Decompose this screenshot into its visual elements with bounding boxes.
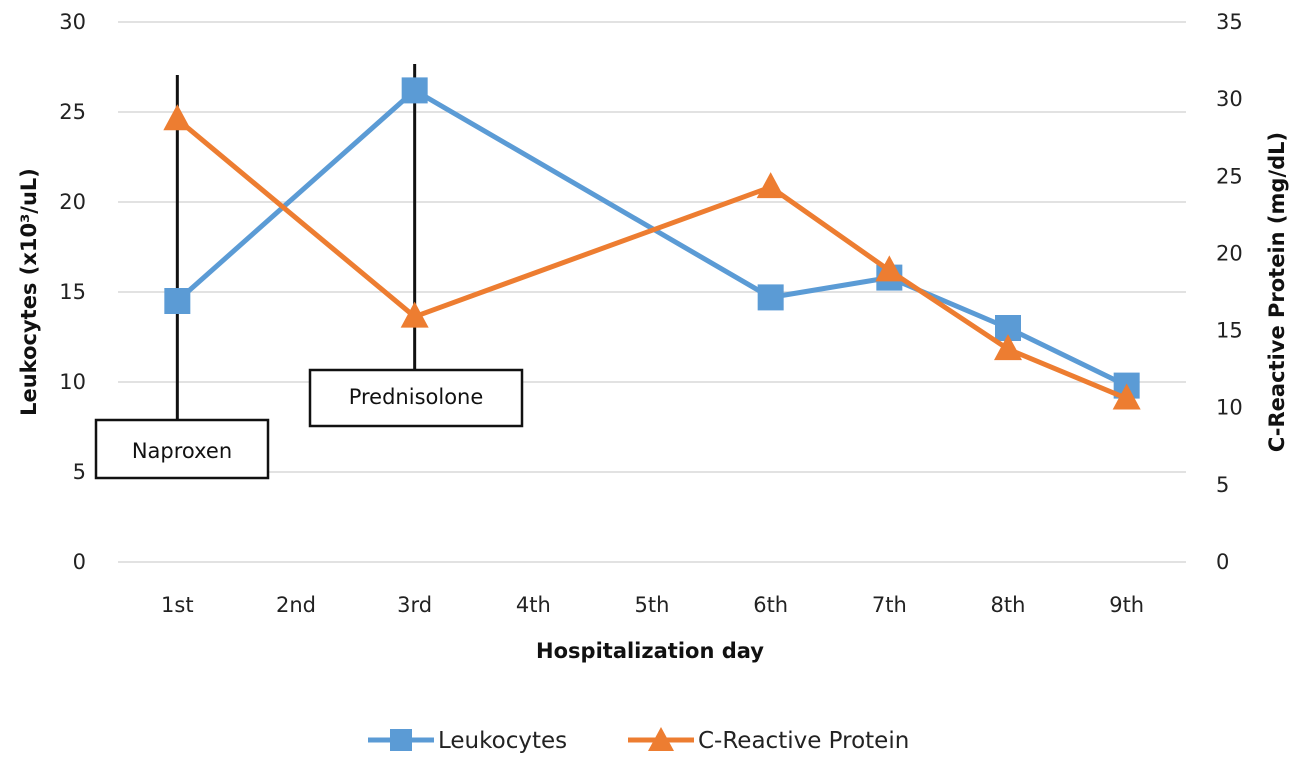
annotation-label: Prednisolone	[349, 385, 484, 409]
y-right-tick-label: 0	[1216, 550, 1229, 574]
axis-layer: 0 5 10 15 20 25 30 0 5 10 15 20 25 30 35 1st 2nd 3rd 4th 5t…	[59, 10, 1242, 617]
y-left-tick-label: 5	[73, 460, 86, 484]
y-left-tick-label: 10	[59, 370, 86, 394]
x-tick-label: 7th	[872, 593, 907, 617]
y-axis-left-title: Leukocytes (x10³/uL)	[17, 168, 41, 416]
annotation-label: Naproxen	[132, 439, 232, 463]
y-right-tick-label: 20	[1216, 241, 1243, 265]
series-layer	[163, 77, 1141, 410]
y-right-tick-label: 15	[1216, 319, 1243, 343]
data-point-marker	[757, 284, 784, 311]
data-point-marker	[164, 288, 191, 314]
legend-crp-marker	[648, 727, 674, 751]
annotation-boxes: Naproxen Prednisolone	[94, 368, 524, 480]
y-left-tick-label: 0	[73, 550, 86, 574]
y-left-tick-label: 25	[59, 100, 86, 124]
y-right-tick-label: 25	[1216, 164, 1243, 188]
x-tick-label: 5th	[635, 593, 670, 617]
y-right-tick-label: 35	[1216, 10, 1243, 34]
y-left-tick-label: 15	[59, 280, 86, 304]
legend-crp-label: C-Reactive Protein	[698, 728, 909, 754]
x-tick-label: 1st	[161, 593, 194, 617]
data-point-marker	[401, 77, 428, 104]
annotation-lines	[175, 64, 417, 420]
data-point-marker	[875, 255, 904, 282]
data-point-marker	[756, 172, 785, 199]
annotation-box	[94, 418, 270, 480]
x-tick-label: 4th	[516, 593, 551, 617]
grid-layer	[118, 21, 1186, 563]
x-axis-title: Hospitalization day	[536, 639, 764, 663]
x-tick-label: 6th	[753, 593, 788, 617]
data-point-marker	[994, 334, 1022, 361]
legend-leukocytes-marker	[390, 729, 412, 751]
y-right-tick-label: 5	[1216, 473, 1229, 497]
x-tick-label: 3rd	[397, 593, 432, 617]
data-point-marker	[163, 104, 192, 131]
legend-leukocytes-label: Leukocytes	[438, 728, 567, 754]
series-line	[175, 87, 1128, 388]
data-point-marker	[1112, 383, 1141, 410]
y-left-tick-label: 20	[59, 190, 86, 214]
y-right-tick-label: 10	[1216, 396, 1243, 420]
legend: Leukocytes C-Reactive Protein	[368, 727, 909, 754]
annotation-box	[308, 368, 524, 428]
data-point-marker	[400, 301, 429, 328]
x-tick-label: 8th	[991, 593, 1026, 617]
y-right-tick-label: 30	[1216, 87, 1243, 111]
x-tick-label: 9th	[1109, 593, 1144, 617]
y-axis-right-title: C-Reactive Protein (mg/dL)	[1265, 132, 1289, 452]
x-tick-label: 2nd	[276, 593, 316, 617]
y-left-tick-label: 30	[59, 10, 86, 34]
series-line	[175, 117, 1128, 401]
